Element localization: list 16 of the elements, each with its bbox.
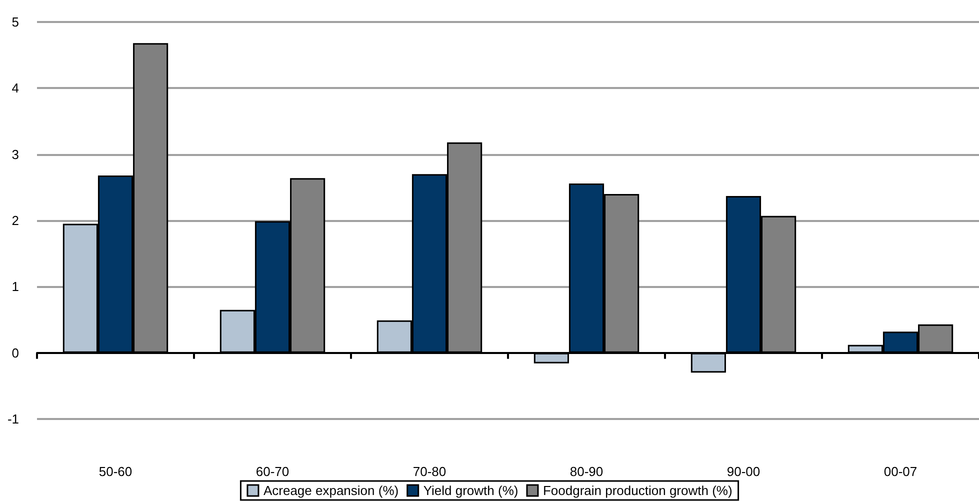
y-tick-label: 1 bbox=[12, 279, 19, 294]
legend-label: Acreage expansion (%) bbox=[263, 483, 399, 498]
x-tick-label: 50-60 bbox=[98, 464, 132, 479]
legend-label: Yield growth (%) bbox=[423, 483, 518, 498]
y-tick-label: 0 bbox=[12, 345, 19, 360]
y-tick-label: 5 bbox=[12, 14, 19, 30]
x-tick-label: 00-07 bbox=[884, 464, 918, 479]
y-tick-label: 2 bbox=[12, 213, 19, 228]
y-tick-label: 4 bbox=[12, 80, 19, 96]
y-tick-label: 3 bbox=[12, 146, 19, 162]
x-tick-label: 70-80 bbox=[412, 464, 446, 479]
x-tick-label: 80-90 bbox=[570, 464, 604, 479]
x-tick-label: 60-70 bbox=[256, 464, 290, 479]
y-tick-label: -1 bbox=[7, 412, 19, 426]
legend-label: Foodgrain production growth (%) bbox=[542, 483, 732, 498]
x-tick-label: 90-00 bbox=[726, 464, 760, 479]
